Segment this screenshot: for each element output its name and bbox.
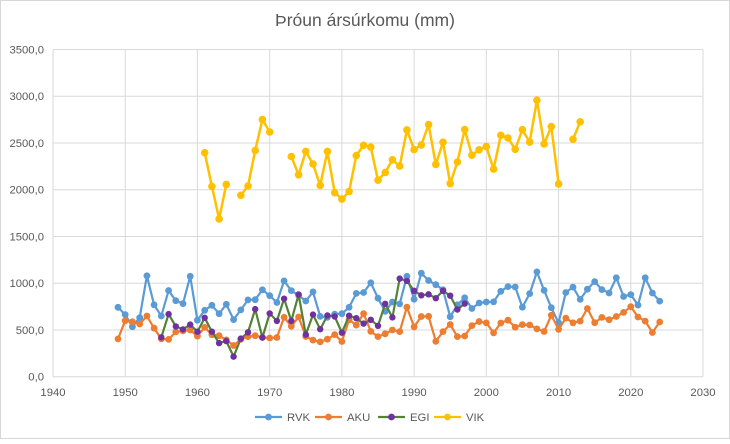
svg-text:3500,0: 3500,0 [9,44,44,56]
svg-text:3000,0: 3000,0 [9,91,44,103]
svg-text:2000: 2000 [474,387,499,399]
svg-text:1970: 1970 [257,387,282,399]
svg-text:1940: 1940 [40,387,65,399]
svg-text:2000,0: 2000,0 [9,185,44,197]
svg-text:VIK: VIK [466,412,485,424]
svg-text:500,0: 500,0 [16,325,44,337]
svg-text:1980: 1980 [329,387,354,399]
svg-text:1960: 1960 [185,387,210,399]
svg-text:1500,0: 1500,0 [9,231,44,243]
svg-text:1990: 1990 [402,387,427,399]
svg-text:RVK: RVK [287,412,310,424]
svg-text:AKU: AKU [347,412,370,424]
svg-text:0,0: 0,0 [28,372,44,384]
svg-text:2030: 2030 [690,387,715,399]
svg-text:2020: 2020 [618,387,643,399]
svg-text:2010: 2010 [546,387,571,399]
svg-text:EGI: EGI [410,412,429,424]
svg-text:1950: 1950 [113,387,138,399]
svg-text:Þróun ársúrkomu (mm): Þróun ársúrkomu (mm) [275,10,455,30]
svg-text:2500,0: 2500,0 [9,138,44,150]
svg-text:1000,0: 1000,0 [9,278,44,290]
